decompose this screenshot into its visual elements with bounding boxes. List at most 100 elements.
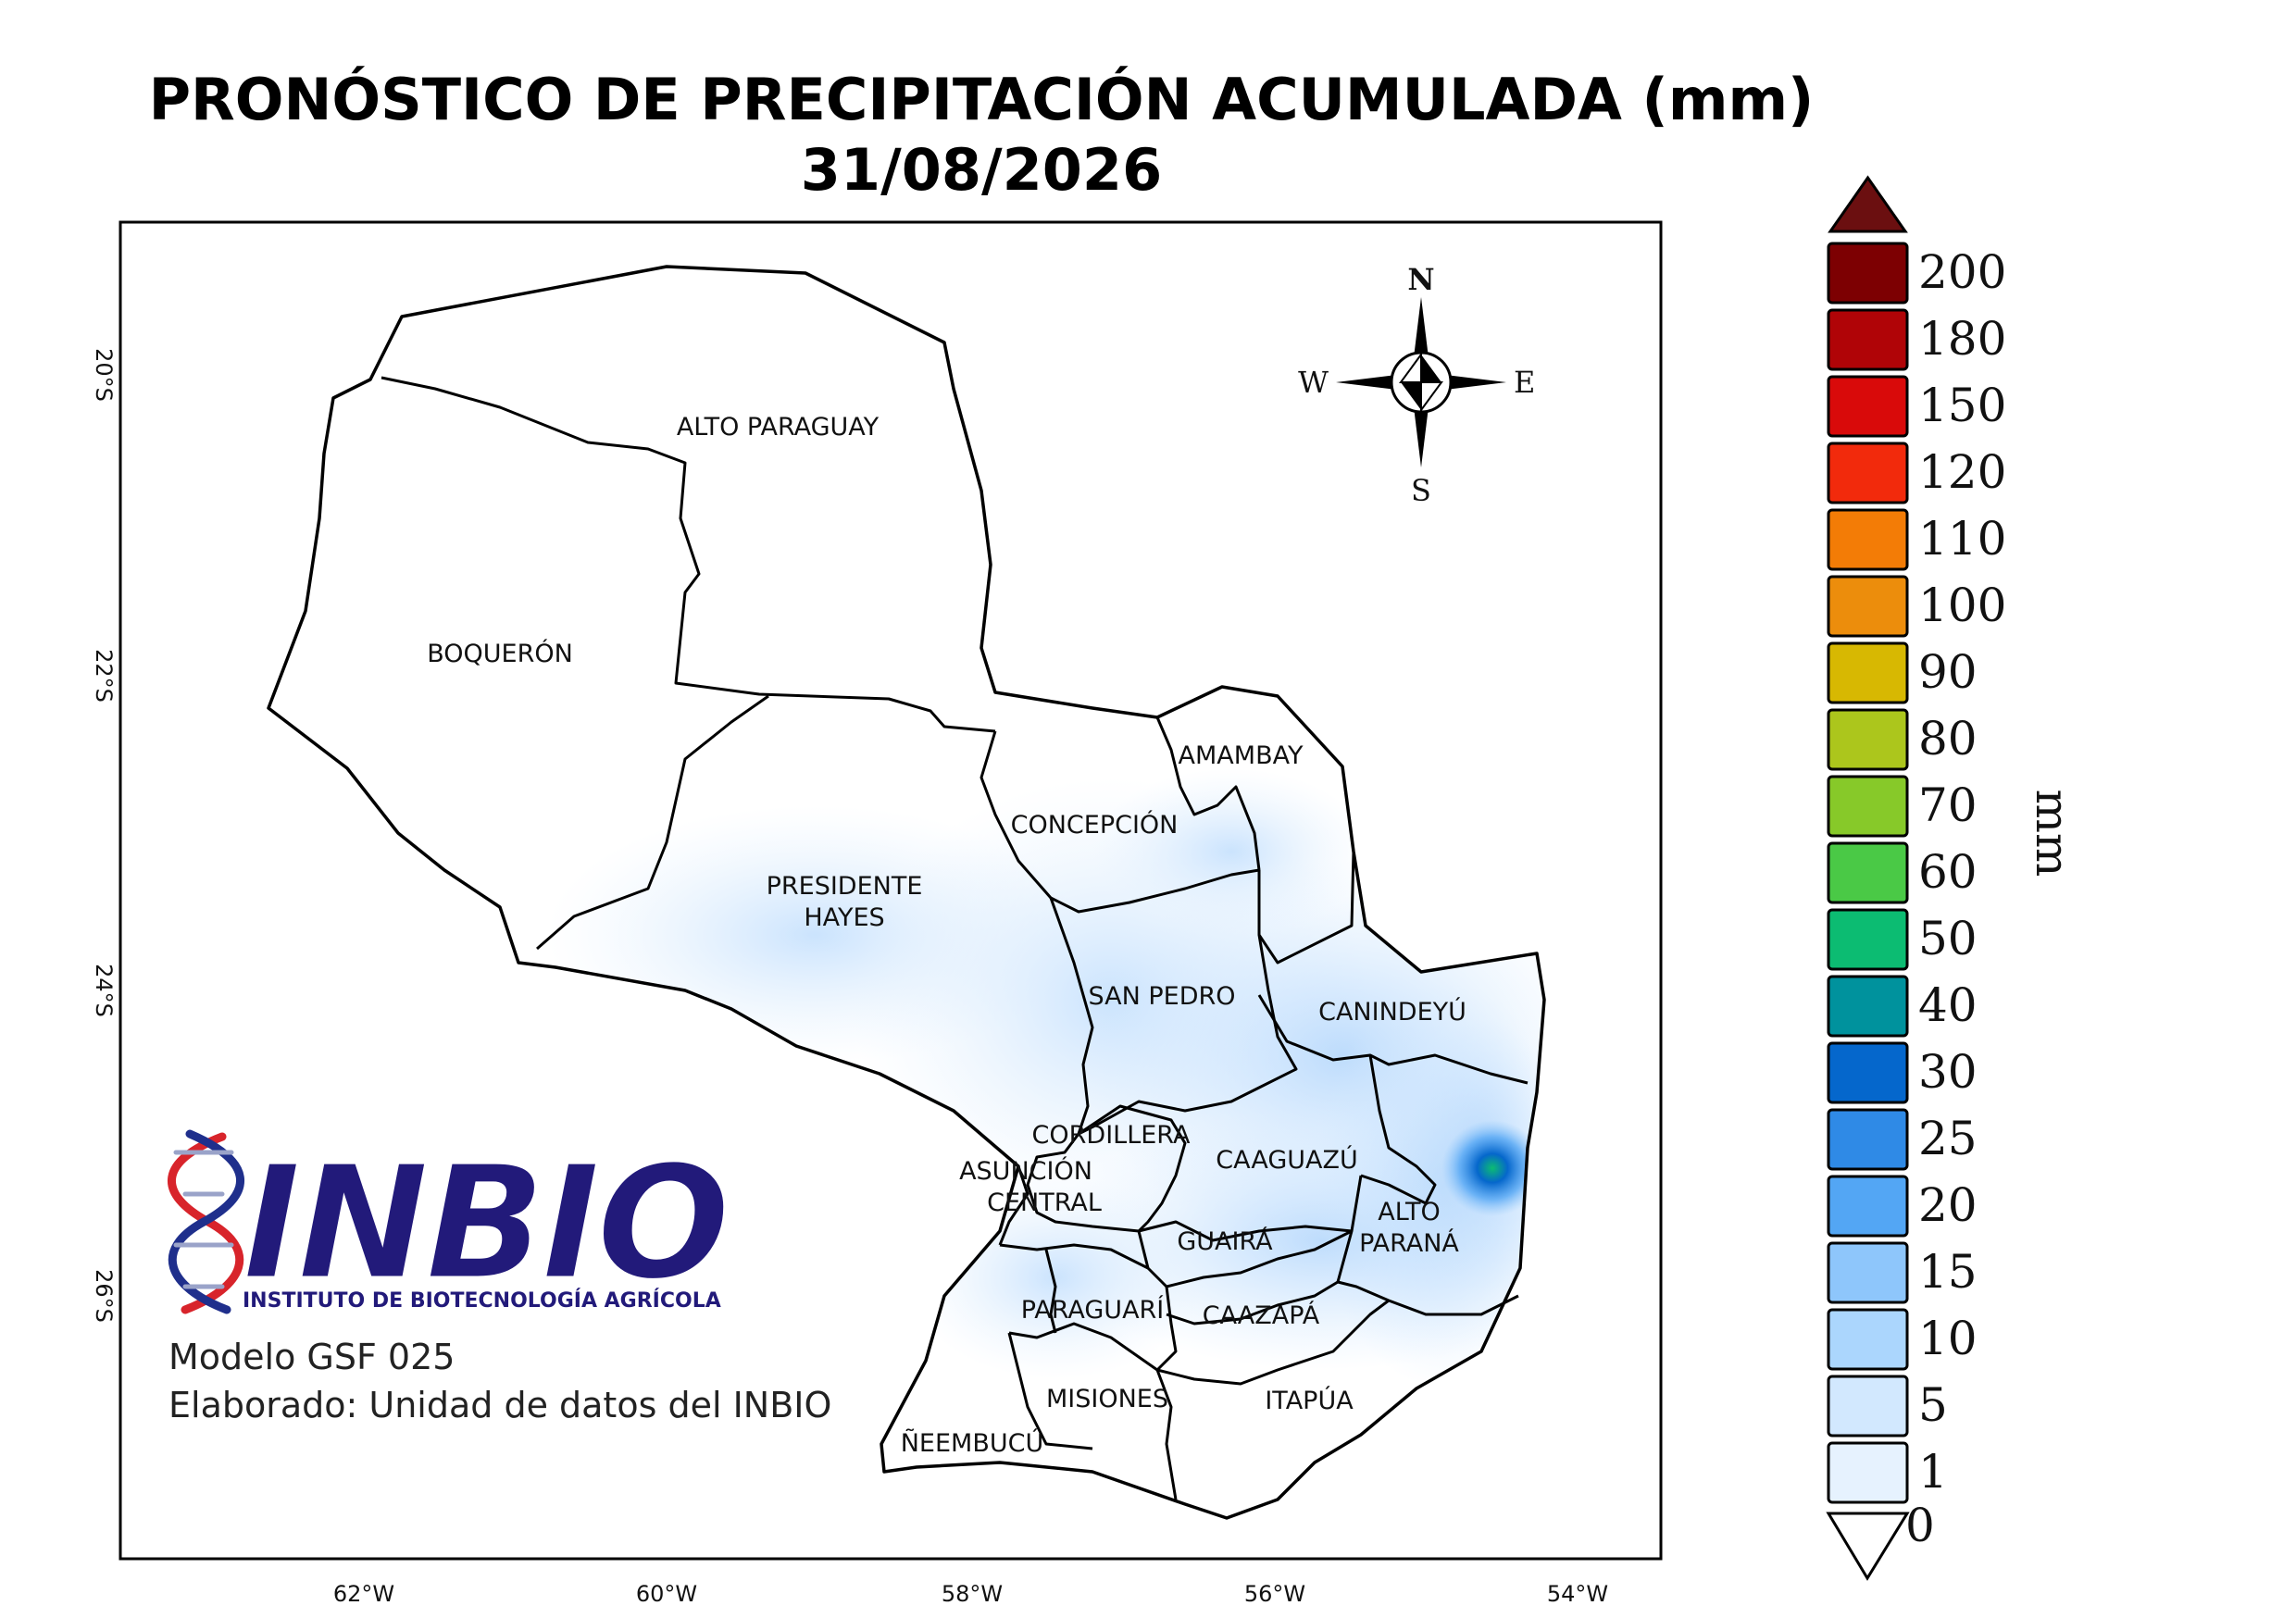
colorbar-under-arrow — [1826, 1512, 1910, 1581]
border-paraguari-west — [1044, 1249, 1057, 1334]
border-cordillera-east — [1078, 1104, 1187, 1233]
label-caazapa: CAAZAPÁ — [1203, 1301, 1320, 1330]
compass-e-label: E — [1514, 365, 1535, 400]
inbio-logo: INBIO INSTITUTO DE BIOTECNOLOGÍA AGRÍCOL… — [168, 1129, 731, 1317]
colorbar-label-15: 15 — [1918, 1245, 1978, 1299]
compass-rose: N S W E — [1298, 262, 1535, 508]
lat-label-26s: 26°S — [91, 1269, 117, 1323]
label-misiones: MISIONES — [1046, 1385, 1168, 1413]
colorbar-swatch-80 — [1827, 708, 1909, 771]
colorbar-label-50: 50 — [1918, 912, 1978, 965]
colorbar-swatch-40 — [1827, 975, 1909, 1038]
colorbar-swatch-10 — [1827, 1308, 1909, 1371]
border-caazapa-north — [1166, 1280, 1339, 1326]
colorbar-label-40: 40 — [1918, 978, 1978, 1032]
lon-label-56w: 56°W — [1244, 1581, 1305, 1607]
border-itapua-west — [1155, 1369, 1178, 1500]
department-labels: ALTO PARAGUAY BOQUERÓN PRESIDENTE HAYES … — [427, 413, 1466, 1458]
colorbar-swatch-200 — [1827, 242, 1909, 305]
label-cordillera: CORDILLERA — [1032, 1121, 1191, 1150]
border-caaguazu-east — [1360, 1054, 1437, 1205]
colorbar-label-120: 120 — [1918, 445, 2006, 499]
lon-label-58w: 58°W — [942, 1581, 1003, 1607]
border-guaira-south — [1137, 1229, 1353, 1288]
colorbar-label-70: 70 — [1918, 778, 1978, 832]
label-amambay: AMAMBAY — [1179, 741, 1304, 770]
colorbar-swatch-5 — [1827, 1375, 1909, 1438]
colorbar-label-80: 80 — [1918, 712, 1978, 765]
colorbar-label-30: 30 — [1918, 1045, 1978, 1099]
logo-wordmark: INBIO — [243, 1132, 727, 1315]
colorbar-swatch-70 — [1827, 775, 1909, 838]
colorbar-swatch-60 — [1827, 841, 1909, 904]
title-line-2: 31/08/2026 — [800, 136, 1163, 204]
lat-label-22s: 22°S — [91, 649, 117, 703]
border-san-pedro — [1049, 870, 1298, 1136]
border-canindeyu-south — [1257, 994, 1529, 1085]
colorbar-label-150: 150 — [1918, 379, 2006, 432]
lon-label-62w: 62°W — [333, 1581, 394, 1607]
border-guaira-north — [1138, 1220, 1353, 1242]
border-misiones-north — [1008, 1322, 1158, 1372]
label-alto-parana-line-1: ALTO — [1378, 1198, 1441, 1226]
label-presidente-hayes-line-1: PRESIDENTE — [767, 872, 923, 901]
colorbar-label-60: 60 — [1918, 845, 1978, 899]
logo-subtitle: INSTITUTO DE BIOTECNOLOGÍA AGRÍCOLA — [243, 1288, 721, 1313]
credit-block: Modelo GSF 025 Elaborado: Unidad de dato… — [168, 1333, 831, 1429]
compass-w-label: W — [1298, 365, 1329, 400]
border-asuncion — [998, 1165, 1029, 1246]
colorbar-unit-label: mm — [2026, 790, 2079, 877]
label-alto-paraguay: ALTO PARAGUAY — [677, 413, 880, 442]
colorbar-swatch-50 — [1827, 908, 1909, 971]
colorbar-swatch-25 — [1827, 1108, 1909, 1171]
title-line-1: PRONÓSTICO DE PRECIPITACIÓN ACUMULADA (m… — [148, 66, 1815, 133]
colorbar-label-90: 90 — [1918, 645, 1978, 699]
label-asuncion: ASUNCIÓN — [959, 1156, 1092, 1186]
map-title: PRONÓSTICO DE PRECIPITACIÓN ACUMULADA (m… — [120, 65, 1842, 205]
lat-label-24s: 24°S — [91, 964, 117, 1017]
colorbar-swatch-120 — [1827, 442, 1909, 504]
colorbar-swatch-110 — [1827, 508, 1909, 571]
colorbar-label-25: 25 — [1918, 1112, 1978, 1165]
label-itapua: ITAPÚA — [1265, 1386, 1354, 1415]
colorbar-swatch-20 — [1827, 1175, 1909, 1238]
colorbar-swatch-15 — [1827, 1241, 1909, 1304]
made-by-label: Elaborado: Unidad de datos del INBIO — [168, 1385, 832, 1425]
colorbar-swatch-90 — [1827, 641, 1909, 704]
latitude-labels: 20°S 22°S 24°S 26°S — [91, 348, 117, 1323]
colorbar-over-arrow — [1828, 175, 1908, 233]
border-neembucu-east — [1007, 1332, 1093, 1450]
label-paraguari: PARAGUARÍ — [1021, 1295, 1165, 1325]
colorbar-label-100: 100 — [1918, 579, 2006, 632]
label-central: CENTRAL — [987, 1189, 1102, 1217]
border-paraguari-east — [1155, 1286, 1178, 1372]
label-presidente-hayes-line-2: HAYES — [804, 903, 884, 932]
colorbar-label-1: 1 — [1918, 1445, 1948, 1499]
colorbar-label-110: 110 — [1918, 512, 2006, 566]
colorbar-swatch-180 — [1827, 308, 1909, 371]
border-central-south — [999, 1243, 1149, 1270]
border-cordillera-south — [1026, 1133, 1140, 1233]
border-caazapa-south — [1156, 1299, 1390, 1386]
border-concepcion-south — [980, 730, 1260, 914]
colorbar-swatch-150 — [1827, 375, 1909, 438]
colorbar-swatch-100 — [1827, 575, 1909, 638]
colorbar-swatch-30 — [1827, 1041, 1909, 1104]
colorbar-under-label: 0 — [1905, 1499, 1935, 1552]
label-concepcion: CONCEPCIÓN — [1011, 810, 1179, 840]
model-label: Modelo GSF 025 — [168, 1337, 455, 1377]
border-alto-paraguay — [381, 376, 996, 733]
colorbar-label-180: 180 — [1918, 312, 2006, 366]
colorbar-label-20: 20 — [1918, 1178, 1978, 1232]
label-boqueron: BOQUERÓN — [427, 639, 573, 668]
colorbar-swatch-1 — [1827, 1441, 1909, 1504]
border-presidente-hayes-north — [536, 694, 769, 951]
label-guaira: GUAIRÁ — [1177, 1226, 1273, 1256]
colorbar-label-5: 5 — [1918, 1378, 1948, 1432]
border-amambay — [1155, 716, 1261, 871]
border-canindeyu-west — [1257, 851, 1355, 965]
label-san-pedro: SAN PEDRO — [1088, 982, 1235, 1011]
longitude-labels: 62°W 60°W 58°W 56°W 54°W — [333, 1581, 1608, 1607]
label-neembucu: ÑEEMBUCÚ — [901, 1428, 1044, 1458]
colorbar: 0 mm 20018015012011010090807060504030252… — [1826, 175, 2079, 1581]
